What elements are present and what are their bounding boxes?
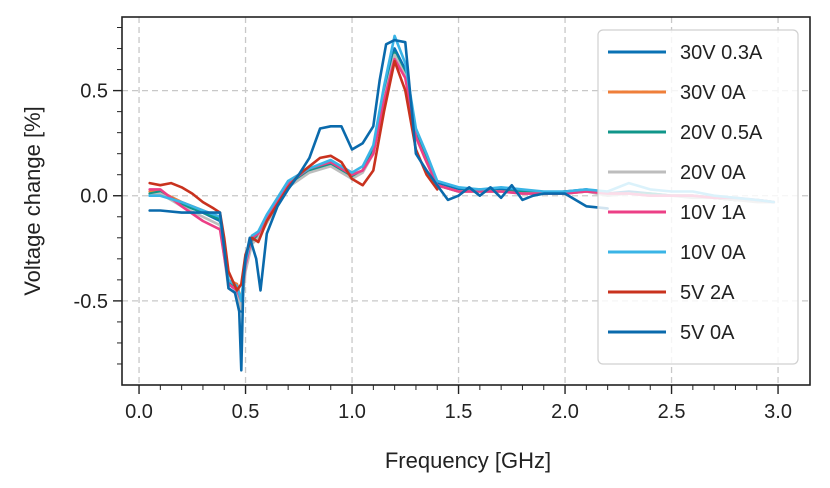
legend-label: 5V 2A	[680, 282, 735, 304]
x-tick-label: 0.5	[232, 401, 260, 423]
legend-label: 30V 0.3A	[680, 42, 763, 64]
legend-label: 30V 0A	[680, 82, 746, 104]
y-axis-label: Voltage change [%]	[20, 106, 45, 296]
legend-label: 10V 0A	[680, 242, 746, 264]
x-tick-label: 0.0	[125, 401, 153, 423]
x-tick-label: 3.0	[764, 401, 792, 423]
x-tick-label: 2.0	[551, 401, 579, 423]
legend-label: 20V 0.5A	[680, 122, 763, 144]
y-tick-label: 0.0	[80, 186, 108, 208]
plot-frame	[121, 16, 811, 386]
x-axis-label: Frequency [GHz]	[385, 448, 551, 473]
axis-ticks: 0.0 0.5 1.0 1.5 2.0 2.5 3.0 0.5 0.0 -0.5	[74, 27, 792, 423]
legend-label: 10V 1A	[680, 202, 746, 224]
x-tick-label: 2.5	[658, 401, 686, 423]
x-tick-label: 1.0	[338, 401, 366, 423]
legend-label: 20V 0A	[680, 162, 746, 184]
y-tick-label: 0.5	[80, 81, 108, 103]
legend: 30V 0.3A 30V 0A 20V 0.5A 20V 0A 10V 1A 10V 0A…	[597, 29, 799, 365]
legend-label: 5V 0A	[680, 322, 735, 344]
legend-box	[597, 29, 799, 365]
x-tick-label: 1.5	[445, 401, 473, 423]
y-tick-label: -0.5	[74, 291, 108, 313]
series-line	[148, 38, 609, 372]
series-line	[148, 59, 439, 292]
